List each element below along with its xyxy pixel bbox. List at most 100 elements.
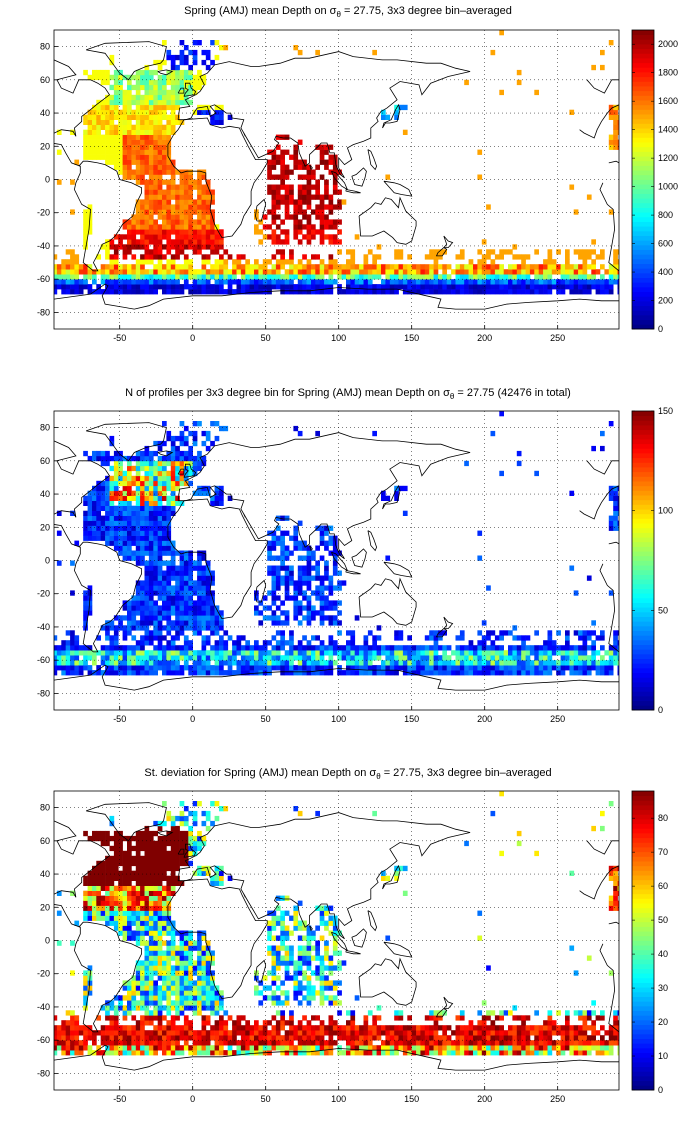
x-tick-label: 200: [477, 333, 492, 343]
data-cells: [54, 30, 619, 310]
x-tick-label: 0: [190, 333, 195, 343]
x-tick-label: 250: [550, 1094, 565, 1104]
y-tick-label: -20: [37, 589, 50, 599]
coastline: [183, 463, 197, 478]
colorbar-3: 0 10 20 30 40 50 60 70 80: [631, 790, 668, 1095]
coastline: [255, 579, 267, 603]
colorbar-tick-label: 150: [658, 406, 673, 416]
coastline: [183, 82, 197, 97]
coastline: [157, 830, 174, 837]
coastline: [157, 450, 174, 457]
x-tick-label: 100: [331, 714, 346, 724]
y-tick-label: 80: [40, 42, 50, 52]
coastline: [579, 865, 619, 900]
x-tick-label: 150: [404, 1094, 419, 1104]
colorbar-tick-label: 80: [658, 813, 668, 823]
coastline: [442, 996, 454, 1009]
coastline: [345, 570, 361, 575]
y-tick-label: 80: [40, 423, 50, 433]
x-tick-label: 0: [190, 1094, 195, 1104]
colorbar-tick-label: 60: [658, 881, 668, 891]
coastline: [309, 545, 313, 552]
colorbar-tick-label: 1200: [658, 153, 678, 163]
coastline: [309, 925, 313, 932]
coastline: [608, 921, 619, 925]
coastline: [54, 820, 142, 1033]
colorbar-2: 0 50 100 150: [631, 406, 673, 715]
coastline: [367, 530, 378, 552]
coastline: [579, 485, 619, 520]
coastline: [608, 160, 619, 164]
colorbar-1: 0 200 400 600 800 1000 1200 1400 1600 1800 2000: [631, 29, 678, 334]
x-tick-label: -50: [113, 333, 126, 343]
coastline: [85, 422, 167, 462]
y-tick-label: 20: [40, 522, 50, 532]
coastline: [54, 664, 619, 691]
colorbar-tick-label: 1800: [658, 68, 678, 78]
x-tick-label: 100: [331, 1094, 346, 1104]
coastline: [442, 235, 454, 248]
x-tick-label: 250: [550, 714, 565, 724]
x-tick-label: 100: [331, 333, 346, 343]
panel-title-3: St. deviation for Spring (AMJ) mean Dept…: [144, 767, 551, 781]
colorbar-tick-label: 100: [658, 506, 673, 516]
coastline: [183, 843, 197, 858]
coastline: [358, 577, 417, 626]
x-tick-label: 200: [477, 714, 492, 724]
y-tick-label: 40: [40, 108, 50, 118]
coastline: [599, 943, 619, 1033]
x-tick-label: 200: [477, 1094, 492, 1104]
coastline: [383, 941, 413, 958]
colorbar-tick-label: 200: [658, 296, 673, 306]
coastline: [243, 893, 246, 898]
coastline: [243, 513, 246, 518]
coastline: [345, 189, 361, 194]
coastline: [177, 468, 185, 475]
y-tick-label: 40: [40, 489, 50, 499]
coastline: [608, 541, 619, 545]
map-panel-1: Spring (AMJ) mean Depth on σθ = 27.75, 3…: [37, 5, 678, 343]
coastline: [54, 1044, 619, 1071]
coastline: [358, 196, 417, 245]
coastline: [435, 1008, 448, 1018]
colorbar-tick-label: 0: [658, 324, 663, 334]
coastline: [54, 440, 142, 653]
data-cells: [54, 791, 619, 1071]
y-tick-label: -20: [37, 208, 50, 218]
colorbar-tick-label: 10: [658, 1051, 668, 1061]
x-tick-label: 150: [404, 333, 419, 343]
coastline: [435, 628, 448, 638]
y-tick-label: -80: [37, 307, 50, 317]
y-tick-label: -60: [37, 274, 50, 284]
coastline: [383, 180, 413, 197]
coastline: [167, 878, 268, 1000]
y-tick-label: 60: [40, 836, 50, 846]
x-tick-label: 250: [550, 333, 565, 343]
x-tick-label: 50: [261, 1094, 271, 1104]
map-panel-3: St. deviation for Spring (AMJ) mean Dept…: [37, 767, 668, 1104]
colorbar-tick-label: 40: [658, 949, 668, 959]
y-tick-label: 0: [45, 936, 50, 946]
coastline: [177, 87, 185, 94]
coastline: [167, 117, 268, 239]
coastline: [599, 182, 619, 272]
colorbar-tick-label: 20: [658, 1017, 668, 1027]
y-tick-label: -80: [37, 1068, 50, 1078]
x-tick-label: 50: [261, 714, 271, 724]
coastline: [177, 848, 185, 855]
y-tick-label: -60: [37, 1035, 50, 1045]
coastline: [358, 957, 417, 1006]
y-tick-label: -40: [37, 1002, 50, 1012]
coastline: [367, 910, 378, 932]
y-tick-label: 20: [40, 902, 50, 912]
colorbar-tick-label: 0: [658, 705, 663, 715]
colorbar-tick-label: 30: [658, 983, 668, 993]
coastline: [255, 959, 267, 983]
y-tick-label: 60: [40, 75, 50, 85]
coastline: [351, 167, 367, 187]
coastline: [309, 164, 313, 171]
colorbar-tick-label: 1600: [658, 96, 678, 106]
x-tick-label: 150: [404, 714, 419, 724]
x-tick-label: 0: [190, 714, 195, 724]
